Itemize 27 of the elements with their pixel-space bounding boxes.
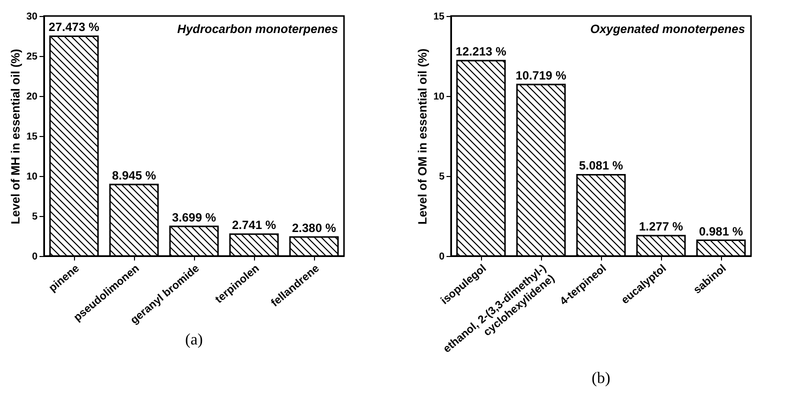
y-tick-label: 0 xyxy=(32,252,38,262)
y-tick-label: 25 xyxy=(26,52,38,62)
text: (a) xyxy=(185,331,203,348)
data-label: 27.473 % xyxy=(48,20,100,34)
data-label: 5.081 % xyxy=(578,158,624,173)
y-tick-label: 15 xyxy=(26,132,38,142)
y-tick-label: 20 xyxy=(26,92,38,102)
y-tick-label: 15 xyxy=(433,12,445,22)
y-tick-label: 0 xyxy=(438,252,445,262)
data-label: 2.380 % xyxy=(292,220,336,235)
y-tick-label: 5 xyxy=(32,212,38,222)
annotation: Oxygenated monoterpenes xyxy=(590,22,746,36)
annotation: Hydrocarbon monoterpenes xyxy=(177,22,338,36)
y-tick-label: 5 xyxy=(438,172,445,182)
y-tick-label: 10 xyxy=(433,92,445,102)
y-tick-label: 10 xyxy=(26,172,38,182)
y-axis-title: Level of MH in essential oil (%) xyxy=(8,48,22,224)
data-label: 0.981 % xyxy=(698,224,744,238)
data-label: 1.277 % xyxy=(638,220,684,234)
data-label: 10.719 % xyxy=(516,68,567,82)
y-tick-label: 30 xyxy=(26,12,38,22)
data-label: 2.741 % xyxy=(232,218,276,232)
data-label: 12.213 % xyxy=(456,44,507,59)
text: (b) xyxy=(592,370,610,388)
y-axis-title: Level of OM in essential oil (%) xyxy=(415,48,430,225)
data-label: 8.945 % xyxy=(112,168,156,182)
data-label: 3.699 % xyxy=(172,210,216,224)
